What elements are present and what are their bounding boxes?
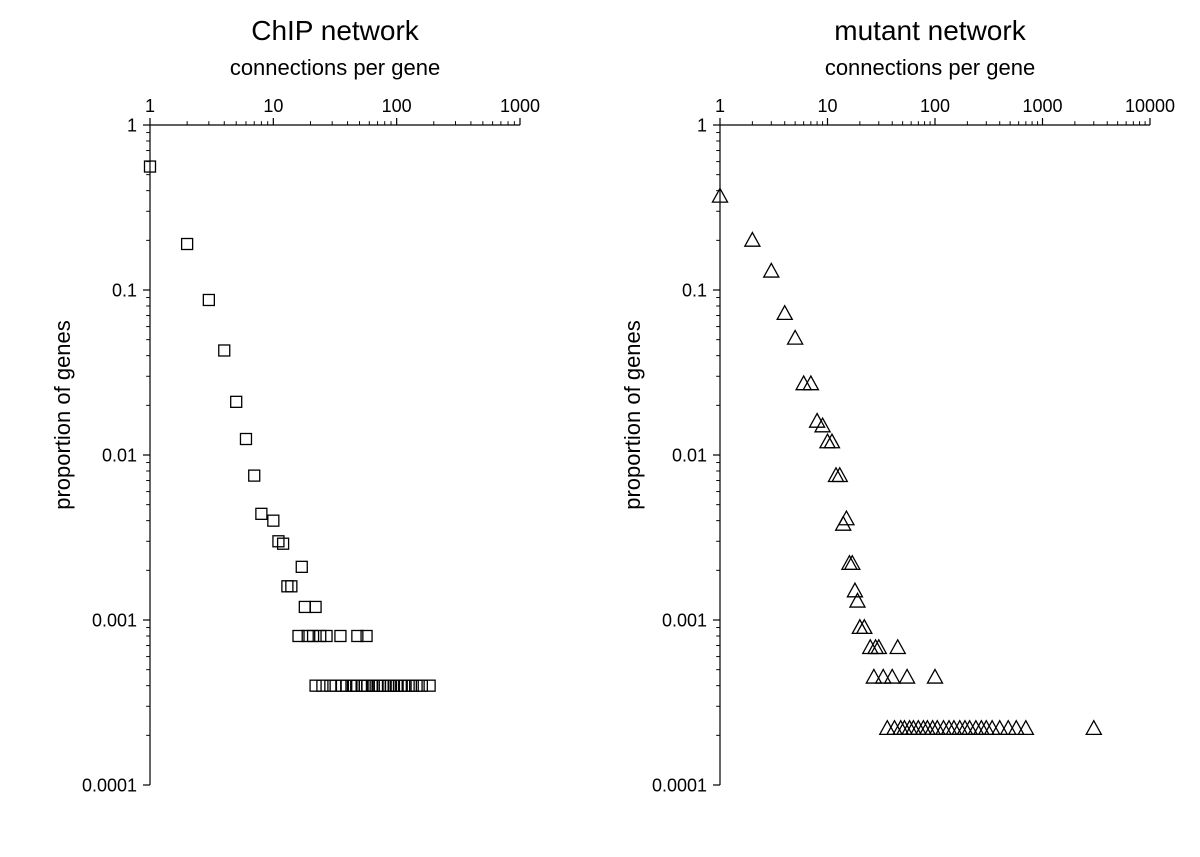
right-chart: 1 10 100 1000 10000 1 0.1 0.01 0.001 0.0001 <box>0 0 1200 857</box>
svg-text:0.1: 0.1 <box>682 280 707 300</box>
svg-text:0.01: 0.01 <box>672 445 707 465</box>
svg-text:10: 10 <box>817 96 837 116</box>
svg-text:1000: 1000 <box>1022 96 1062 116</box>
svg-text:1: 1 <box>715 96 725 116</box>
figure: ChIP network connections per gene propor… <box>0 0 1200 857</box>
svg-text:10000: 10000 <box>1125 96 1175 116</box>
svg-text:1: 1 <box>697 115 707 135</box>
svg-text:0.001: 0.001 <box>662 610 707 630</box>
svg-text:0.0001: 0.0001 <box>652 775 707 795</box>
svg-text:100: 100 <box>920 96 950 116</box>
